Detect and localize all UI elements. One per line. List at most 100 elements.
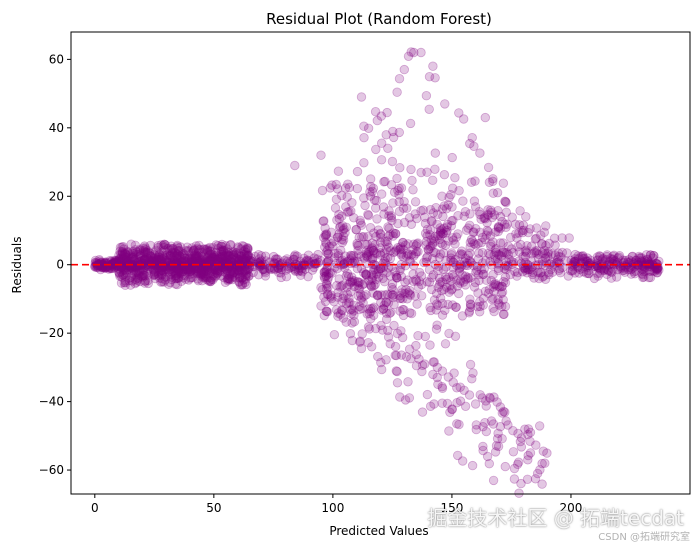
data-point-1607: [490, 254, 501, 264]
data-point-1536: [455, 278, 465, 288]
data-point-172: [173, 243, 183, 253]
data-point-1335: [476, 214, 486, 224]
data-point-2341: [471, 420, 482, 430]
data-point-256: [150, 273, 161, 284]
data-point-1307: [379, 209, 389, 219]
data-point-1192: [460, 206, 471, 217]
data-point-426: [218, 251, 228, 261]
data-point-214: [140, 244, 151, 255]
data-point-1740: [411, 275, 421, 285]
data-point-1590: [321, 271, 331, 282]
data-point-36: [97, 261, 107, 271]
data-point-1461: [493, 265, 504, 276]
data-point-1269: [362, 252, 373, 262]
data-point-1637: [333, 308, 343, 318]
data-point-1001: [275, 261, 285, 271]
data-point-1611: [493, 298, 504, 308]
data-point-1597: [406, 219, 417, 230]
data-point-1441: [364, 308, 375, 319]
data-point-766: [120, 265, 130, 276]
data-point-1453: [504, 254, 514, 264]
data-point-1290: [499, 309, 509, 320]
data-point-1859: [627, 251, 638, 261]
data-point-1402: [408, 269, 418, 279]
data-point-834: [157, 270, 167, 280]
data-point-1762: [532, 246, 542, 256]
data-point-584: [213, 240, 223, 251]
data-point-2135: [475, 148, 485, 158]
data-point-1115: [405, 289, 415, 299]
data-point-654: [140, 248, 151, 258]
data-point-555: [198, 269, 209, 279]
data-point-321: [203, 251, 213, 261]
data-point-1437: [429, 295, 440, 305]
data-point-1433: [396, 271, 407, 282]
data-point-775: [171, 258, 181, 269]
data-point-1273: [494, 250, 505, 260]
data-point-608: [225, 274, 235, 285]
data-point-485: [118, 250, 129, 261]
data-point-1114: [388, 293, 398, 303]
data-point-2433: [482, 451, 493, 462]
data-point-821: [173, 264, 184, 274]
data-point-2322: [488, 475, 499, 486]
y-tick-label--40: −40: [39, 395, 64, 409]
data-point-818: [176, 254, 186, 265]
data-point-1745: [433, 230, 443, 241]
data-point-1036: [296, 270, 306, 280]
data-point-480: [223, 273, 234, 284]
data-point-771: [206, 249, 217, 260]
data-point-2137: [447, 152, 457, 163]
data-point-1840: [530, 234, 541, 244]
data-point-1695: [323, 248, 334, 259]
data-point-191: [179, 250, 189, 261]
data-point-2419: [396, 326, 406, 336]
data-point-1272: [489, 286, 499, 297]
data-point-550: [193, 266, 203, 276]
data-point-609: [172, 241, 183, 252]
data-point-1243: [323, 275, 333, 286]
data-point-1705: [370, 248, 380, 258]
data-point-684: [160, 275, 170, 285]
data-point-1256: [360, 239, 371, 250]
data-point-1244: [403, 288, 413, 298]
data-point-1494: [339, 258, 349, 269]
data-point-1710: [356, 295, 366, 305]
data-point-1755: [361, 269, 371, 280]
data-point-471: [123, 251, 134, 261]
data-point-1870: [570, 249, 580, 260]
data-point-658: [146, 251, 156, 262]
data-point-120: [208, 243, 218, 253]
data-point-1255: [341, 222, 352, 233]
data-point-1620: [389, 247, 399, 258]
data-point-1557: [442, 225, 452, 236]
data-point-556: [220, 253, 231, 264]
data-point-1324: [335, 221, 346, 232]
data-point-2161: [351, 224, 361, 235]
data-point-217: [128, 265, 139, 276]
data-point-776: [212, 269, 223, 279]
data-point-298: [240, 244, 251, 255]
data-point-56: [95, 258, 105, 269]
data-point-1123: [440, 272, 451, 282]
data-point-1967: [648, 266, 658, 276]
data-point-647: [145, 240, 156, 251]
data-point-1512: [366, 304, 376, 314]
data-point-1298: [352, 256, 363, 267]
data-point-1466: [473, 288, 483, 298]
data-point-419: [153, 254, 163, 264]
data-point-2416: [377, 325, 388, 335]
data-point-2003: [614, 252, 624, 262]
data-point-1427: [497, 287, 508, 297]
data-point-1094: [310, 258, 321, 269]
data-point-1459: [394, 244, 405, 255]
data-point-1577: [333, 251, 344, 261]
data-point-1007: [303, 272, 313, 282]
data-point-1414: [363, 249, 373, 260]
data-point-1784: [543, 267, 554, 278]
data-point-1474: [385, 230, 395, 240]
data-point-1280: [436, 227, 446, 237]
data-point-1882: [583, 265, 594, 276]
data-point-2229: [430, 164, 440, 175]
data-point-213: [179, 270, 190, 281]
